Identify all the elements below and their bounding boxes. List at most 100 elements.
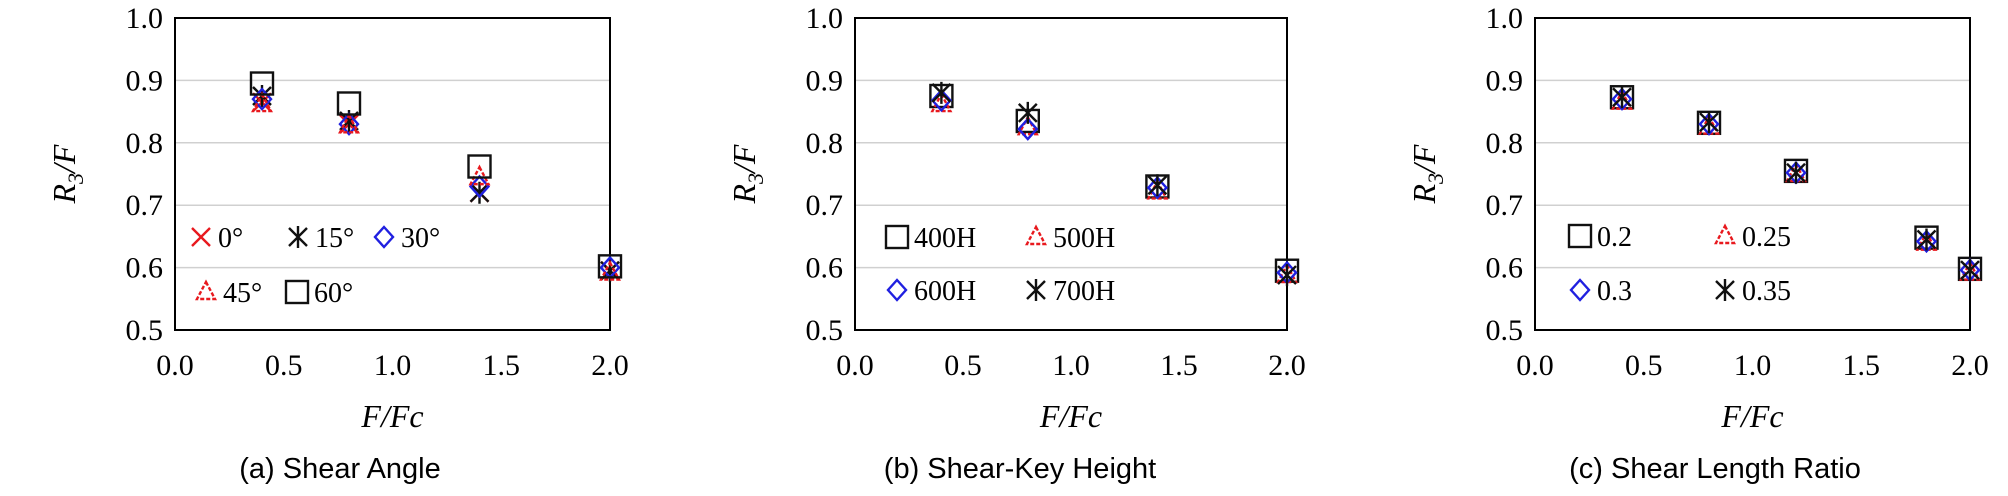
legend-label: 15° [315, 223, 354, 254]
chart-panel: 0.50.60.70.80.91.00.0 0.5 1.0 1.5 2.0F/FcR3/… [46, 2, 629, 485]
x-tick-label: 1.0 [374, 349, 412, 382]
y-axis-title-main: R [726, 183, 762, 204]
y-tick-label: 0.7 [806, 189, 844, 222]
data-point [1699, 111, 1719, 134]
legend-label: 0.3 [1597, 276, 1632, 307]
data-point [338, 112, 360, 134]
y-tick-label: 0.9 [806, 64, 844, 97]
x-tick-label: 0.5 [265, 349, 303, 382]
data-point [469, 181, 490, 204]
y-tick-label: 0.8 [126, 127, 164, 160]
x-tick-label: 1.5 [1843, 349, 1881, 382]
legend-marker [1715, 279, 1735, 301]
plot-area [174, 17, 611, 331]
legend-label: 600H [914, 276, 976, 307]
data-point [468, 174, 491, 199]
x-axis-title: F/Fc [1720, 398, 1783, 434]
y-tick-label: 0.6 [126, 252, 164, 285]
x-tick-label: 0.5 [1625, 349, 1663, 382]
x-tick-label: 0.0 [836, 349, 874, 382]
data-point [1146, 175, 1169, 200]
legend-label: 0.35 [1742, 276, 1791, 307]
data-point [1959, 260, 1981, 281]
chart-panel: 0.50.60.70.80.91.00.0 0.5 1.0 1.5 2.0F/FcR3/… [726, 2, 1306, 485]
y-tick-label: 0.7 [126, 189, 164, 222]
y-tick-label: 1.0 [126, 2, 164, 35]
data-point [467, 154, 492, 179]
legend-marker [191, 227, 211, 247]
legend-marker [288, 226, 308, 248]
legend-marker [886, 278, 908, 302]
legend-label: 700H [1053, 276, 1115, 307]
data-point [1612, 86, 1632, 109]
data-point [1915, 230, 1938, 251]
y-tick-label: 0.6 [806, 252, 844, 285]
x-tick-label: 2.0 [1268, 349, 1306, 382]
data-point [338, 112, 360, 136]
legend-marker [195, 279, 217, 301]
data-point [1916, 228, 1937, 251]
y-axis-title: R3/F [46, 144, 88, 204]
panel-caption: (c) Shear Length Ratio [1569, 453, 1861, 485]
x-tick-label: 2.0 [1951, 349, 1989, 382]
legend-label: 0.2 [1597, 222, 1632, 253]
y-axis-title: R3/F [1406, 144, 1448, 204]
y-tick-label: 1.0 [806, 2, 844, 35]
y-axis-title-tail: /F [46, 144, 82, 175]
data-point [1785, 161, 1807, 183]
y-tick-label: 0.9 [1486, 64, 1524, 97]
x-axis-title: F/Fc [1039, 398, 1102, 434]
data-point [1786, 161, 1806, 184]
legend-label: 400H [914, 223, 976, 254]
y-tick-label: 0.9 [126, 64, 164, 97]
x-axis-title: F/Fc [360, 398, 423, 434]
legend-label: 0.25 [1742, 222, 1791, 253]
data-point [599, 260, 621, 281]
y-axis-title-main: R [1406, 183, 1442, 204]
y-tick-label: 0.5 [806, 314, 844, 347]
panel-caption: (a) Shear Angle [239, 453, 441, 485]
y-axis-title: R3/F [726, 144, 768, 204]
legend-label: 45° [223, 278, 262, 309]
legend-marker [1569, 278, 1591, 302]
data-point [468, 164, 491, 186]
panel-caption: (b) Shear-Key Height [884, 453, 1156, 485]
legend-label: 30° [401, 223, 440, 254]
x-tick-label: 0.0 [1516, 349, 1554, 382]
plot-area [854, 17, 1288, 331]
x-tick-label: 0.0 [156, 349, 194, 382]
data-point [1915, 229, 1938, 254]
y-tick-label: 0.5 [126, 314, 164, 347]
chart-panel: 0.50.60.70.80.91.00.0 0.5 1.0 1.5 2.0F/FcR3/… [1406, 2, 1989, 485]
y-tick-label: 1.0 [1486, 2, 1524, 35]
data-point [930, 91, 953, 113]
data-point [1147, 174, 1168, 197]
y-tick-label: 0.8 [1486, 127, 1524, 160]
data-point [1277, 264, 1297, 287]
y-tick-label: 0.6 [1486, 252, 1524, 285]
data-point [597, 254, 623, 279]
y-tick-label: 0.5 [1486, 314, 1524, 347]
data-point [1960, 259, 1980, 282]
data-point [1611, 87, 1633, 111]
data-point [251, 87, 273, 111]
x-tick-label: 1.5 [1160, 349, 1198, 382]
x-tick-label: 1.0 [1052, 349, 1090, 382]
y-tick-label: 0.7 [1486, 189, 1524, 222]
x-tick-label: 0.5 [944, 349, 982, 382]
legend-label: 60° [314, 278, 353, 309]
y-tick-label: 0.8 [806, 127, 844, 160]
legend-marker [1567, 223, 1593, 249]
legend-marker [884, 224, 910, 250]
legend-marker [1714, 223, 1736, 245]
data-point [930, 88, 953, 113]
y-axis-title-subscript: 3 [1423, 173, 1448, 185]
data-point [336, 91, 362, 116]
y-axis-title-tail: /F [1406, 144, 1442, 175]
data-point [249, 71, 275, 96]
y-axis-title-main: R [46, 183, 82, 204]
data-point [931, 81, 952, 104]
data-point [1017, 117, 1039, 141]
